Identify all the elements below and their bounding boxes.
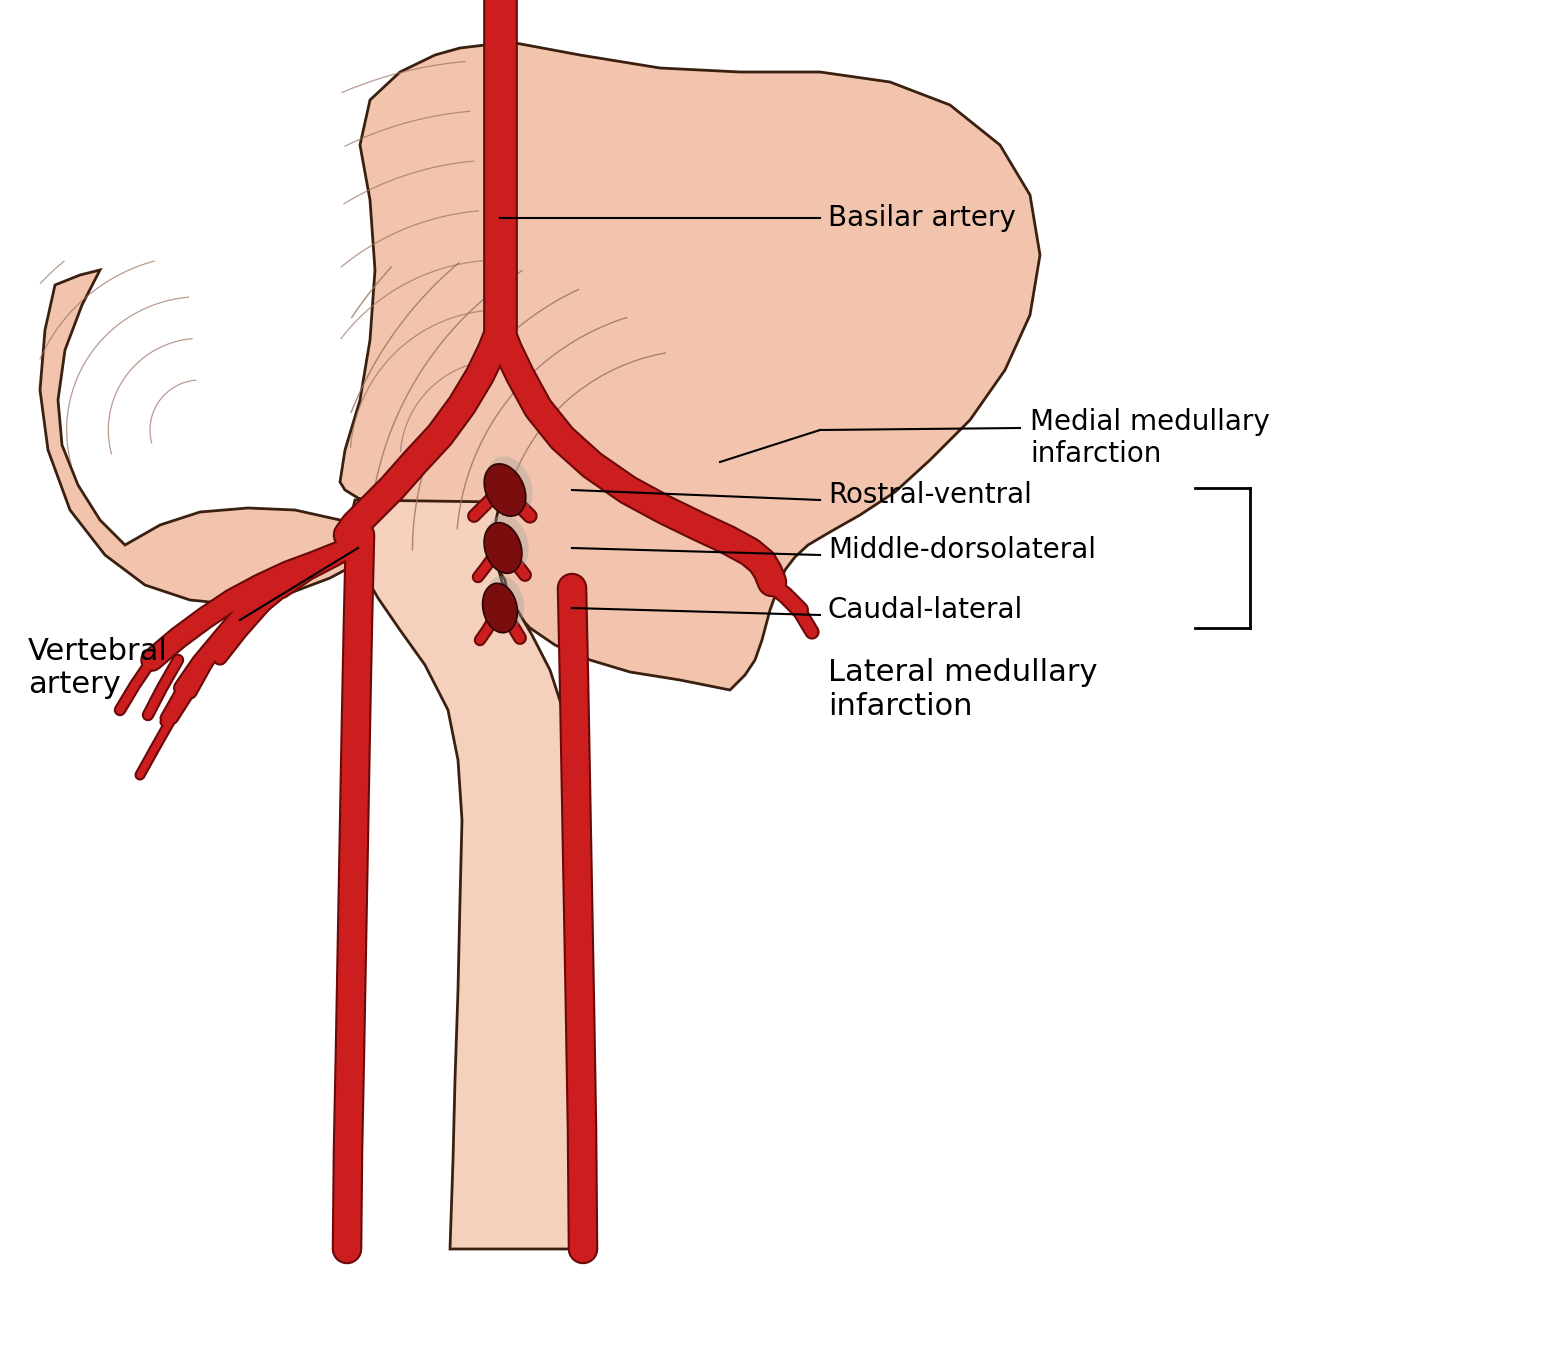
Ellipse shape (485, 522, 522, 573)
Polygon shape (340, 42, 1040, 689)
Text: Middle-dorsolateral: Middle-dorsolateral (828, 536, 1096, 564)
Text: Lateral medullary
infarction: Lateral medullary infarction (828, 658, 1098, 720)
Text: Basilar artery: Basilar artery (828, 204, 1016, 232)
Ellipse shape (483, 583, 517, 633)
Text: Vertebral
artery: Vertebral artery (28, 637, 168, 699)
Text: Caudal-lateral: Caudal-lateral (828, 596, 1024, 625)
Ellipse shape (488, 456, 533, 514)
Ellipse shape (486, 576, 524, 630)
Ellipse shape (488, 515, 528, 571)
Polygon shape (350, 500, 574, 1249)
Text: Medial medullary
infarction: Medial medullary infarction (1030, 407, 1270, 468)
Ellipse shape (485, 464, 525, 517)
Text: Rostral-ventral: Rostral-ventral (828, 482, 1032, 509)
Polygon shape (41, 270, 379, 604)
